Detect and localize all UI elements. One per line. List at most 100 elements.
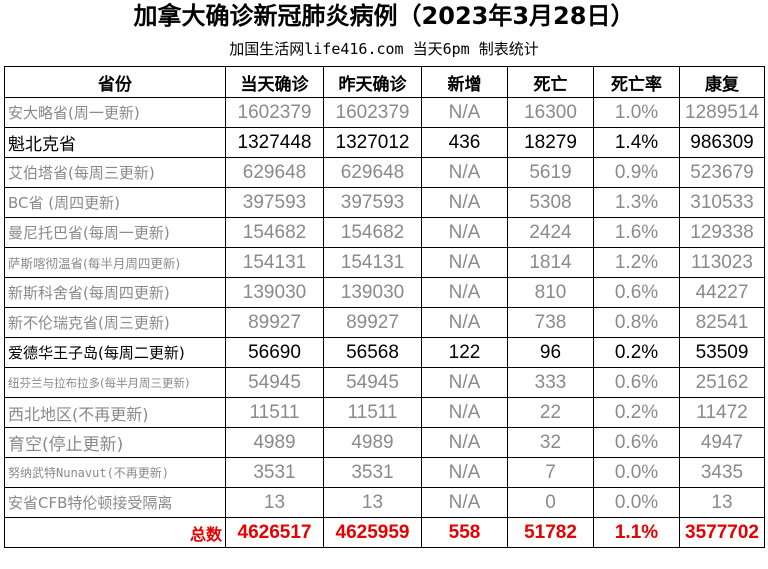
- deaths-cell: 7: [507, 457, 594, 488]
- recovered-cell: 129338: [679, 217, 765, 248]
- new-cell: N/A: [421, 397, 508, 428]
- yesterday-cell: 154131: [323, 247, 422, 278]
- deaths-cell: 810: [507, 277, 594, 308]
- deaths-cell: 32: [507, 427, 594, 458]
- recovered-cell: 113023: [679, 247, 765, 278]
- new-cell: N/A: [421, 487, 508, 518]
- province-cell: 爱德华王子岛(每周二更新): [4, 337, 226, 368]
- yesterday-cell: 13: [323, 487, 422, 518]
- deaths-cell: 1814: [507, 247, 594, 278]
- new-cell: N/A: [421, 187, 508, 218]
- recovered-cell: 4947: [679, 427, 765, 458]
- recovered-cell: 82541: [679, 307, 765, 338]
- today-cell: 89927: [225, 307, 324, 338]
- recovered-cell: 11472: [679, 397, 765, 428]
- total-today-cell: 4626517: [225, 517, 324, 548]
- today-cell: 13: [225, 487, 324, 518]
- death-rate-cell: 0.0%: [593, 487, 680, 518]
- province-cell: 新不伦瑞克省(周三更新): [4, 307, 226, 338]
- yesterday-cell: 3531: [323, 457, 422, 488]
- province-cell: 纽芬兰与拉布拉多(每半月周三更新): [4, 367, 226, 398]
- total-row: 总数 4626517 4625959 558 51782 1.1% 357770…: [4, 517, 765, 548]
- death-rate-cell: 0.0%: [593, 457, 680, 488]
- new-cell: N/A: [421, 157, 508, 188]
- today-cell: 1602379: [225, 97, 324, 128]
- deaths-cell: 5308: [507, 187, 594, 218]
- table-row: 曼尼托巴省(每周一更新) 154682 154682 N/A 2424 1.6%…: [4, 217, 765, 248]
- province-cell: 安省CFB特伦顿接受隔离: [4, 487, 226, 518]
- table-row: 萨斯喀彻温省(每半月周四更新) 154131 154131 N/A 1814 1…: [4, 247, 765, 278]
- new-cell: N/A: [421, 367, 508, 398]
- death-rate-cell: 0.6%: [593, 367, 680, 398]
- death-rate-cell: 1.6%: [593, 217, 680, 248]
- yesterday-cell: 89927: [323, 307, 422, 338]
- table-row: 新斯科舍省(每周四更新) 139030 139030 N/A 810 0.6% …: [4, 277, 765, 308]
- total-death-rate-cell: 1.1%: [593, 517, 680, 548]
- deaths-cell: 16300: [507, 97, 594, 128]
- province-cell: 西北地区(不再更新): [4, 397, 226, 428]
- total-label: 总数: [4, 517, 226, 548]
- recovered-cell: 1289514: [679, 97, 765, 128]
- header-recovered: 康复: [679, 66, 765, 98]
- today-cell: 154131: [225, 247, 324, 278]
- death-rate-cell: 0.8%: [593, 307, 680, 338]
- today-cell: 154682: [225, 217, 324, 248]
- new-cell: N/A: [421, 427, 508, 458]
- deaths-cell: 22: [507, 397, 594, 428]
- today-cell: 629648: [225, 157, 324, 188]
- today-cell: 11511: [225, 397, 324, 428]
- total-deaths-cell: 51782: [507, 517, 594, 548]
- header-row: 省份 当天确诊 昨天确诊 新增 死亡 死亡率 康复: [4, 66, 765, 98]
- header-deaths: 死亡: [507, 66, 594, 98]
- deaths-cell: 333: [507, 367, 594, 398]
- new-cell: N/A: [421, 217, 508, 248]
- header-new: 新增: [421, 66, 508, 98]
- yesterday-cell: 154682: [323, 217, 422, 248]
- death-rate-cell: 0.6%: [593, 277, 680, 308]
- deaths-cell: 738: [507, 307, 594, 338]
- table-row: 纽芬兰与拉布拉多(每半月周三更新) 54945 54945 N/A 333 0.…: [4, 367, 765, 398]
- recovered-cell: 986309: [679, 127, 765, 158]
- yesterday-cell: 54945: [323, 367, 422, 398]
- table-row: 努纳武特Nunavut(不再更新) 3531 3531 N/A 7 0.0% 3…: [4, 457, 765, 488]
- death-rate-cell: 1.4%: [593, 127, 680, 158]
- recovered-cell: 13: [679, 487, 765, 518]
- death-rate-cell: 0.9%: [593, 157, 680, 188]
- cases-table: 省份 当天确诊 昨天确诊 新增 死亡 死亡率 康复 安大略省(周一更新) 160…: [4, 66, 765, 548]
- province-cell: 安大略省(周一更新): [4, 97, 226, 128]
- yesterday-cell: 139030: [323, 277, 422, 308]
- deaths-cell: 0: [507, 487, 594, 518]
- deaths-cell: 96: [507, 337, 594, 368]
- death-rate-cell: 1.3%: [593, 187, 680, 218]
- header-province: 省份: [4, 66, 226, 98]
- province-cell: 艾伯塔省(每周三更新): [4, 157, 226, 188]
- today-cell: 56690: [225, 337, 324, 368]
- recovered-cell: 310533: [679, 187, 765, 218]
- deaths-cell: 2424: [507, 217, 594, 248]
- yesterday-cell: 56568: [323, 337, 422, 368]
- table-row: 安大略省(周一更新) 1602379 1602379 N/A 16300 1.0…: [4, 97, 765, 128]
- new-cell: 436: [421, 127, 508, 158]
- table-row: 西北地区(不再更新) 11511 11511 N/A 22 0.2% 11472: [4, 397, 765, 428]
- province-cell: 新斯科舍省(每周四更新): [4, 277, 226, 308]
- total-recovered-cell: 3577702: [679, 517, 765, 548]
- table-row: 安省CFB特伦顿接受隔离 13 13 N/A 0 0.0% 13: [4, 487, 765, 518]
- province-cell: 萨斯喀彻温省(每半月周四更新): [4, 247, 226, 278]
- today-cell: 3531: [225, 457, 324, 488]
- today-cell: 397593: [225, 187, 324, 218]
- death-rate-cell: 0.2%: [593, 397, 680, 428]
- today-cell: 54945: [225, 367, 324, 398]
- death-rate-cell: 1.0%: [593, 97, 680, 128]
- today-cell: 1327448: [225, 127, 324, 158]
- province-cell: 魁北克省: [4, 127, 226, 158]
- new-cell: N/A: [421, 277, 508, 308]
- yesterday-cell: 1602379: [323, 97, 422, 128]
- yesterday-cell: 11511: [323, 397, 422, 428]
- total-new-cell: 558: [421, 517, 508, 548]
- recovered-cell: 25162: [679, 367, 765, 398]
- deaths-cell: 5619: [507, 157, 594, 188]
- header-yesterday-confirmed: 昨天确诊: [323, 66, 422, 98]
- new-cell: N/A: [421, 307, 508, 338]
- table-row: 育空(停止更新) 4989 4989 N/A 32 0.6% 4947: [4, 427, 765, 458]
- new-cell: N/A: [421, 247, 508, 278]
